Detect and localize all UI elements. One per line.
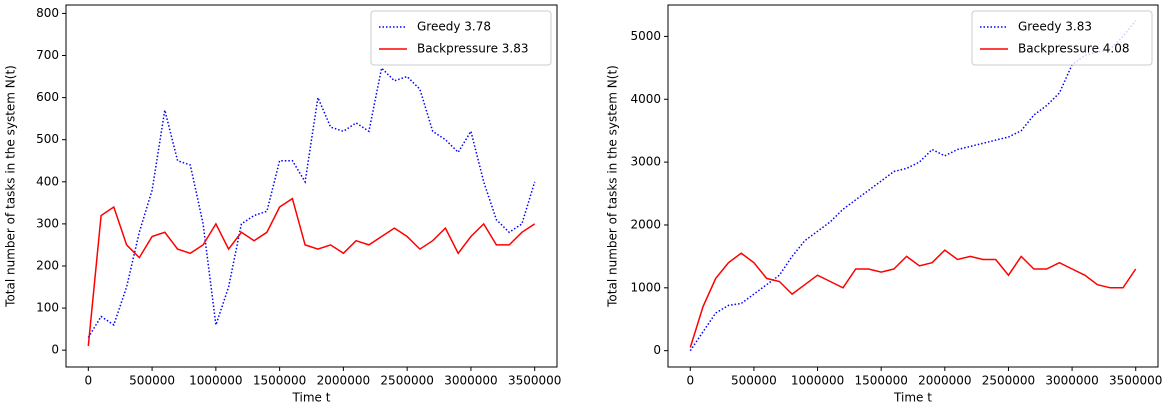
x-tick-label: 2500000 (982, 374, 1035, 388)
y-tick-label: 3000 (630, 155, 661, 169)
y-tick-label: 2000 (630, 217, 661, 231)
y-tick-label: 700 (36, 48, 59, 62)
y-tick-label: 300 (36, 216, 59, 230)
legend-box (971, 10, 1153, 66)
y-tick-label: 4000 (630, 92, 661, 106)
y-tick-label: 200 (36, 258, 59, 272)
y-tick-label: 600 (36, 90, 59, 104)
legend-label: Greedy 3.78 (417, 20, 491, 34)
x-tick-label: 500000 (129, 374, 175, 388)
y-tick-label: 1000 (630, 280, 661, 294)
legend-label: Backpressure 3.83 (417, 42, 529, 56)
y-axis-label: Total number of tasks in the system N(t) (4, 65, 18, 308)
x-tick-label: 1500000 (854, 374, 907, 388)
legend-label: Backpressure 4.08 (1018, 42, 1130, 56)
x-tick-label: 3000000 (444, 374, 497, 388)
x-tick-label: 1000000 (791, 374, 844, 388)
data-line (87, 197, 536, 347)
legend-box (370, 10, 552, 66)
legend-label: Greedy 3.83 (1018, 20, 1092, 34)
y-tick-label: 400 (36, 174, 59, 188)
x-tick-label: 2000000 (317, 374, 370, 388)
data-line (689, 20, 1137, 352)
axes-frame (667, 4, 1159, 368)
x-tick-label: 1500000 (253, 374, 306, 388)
y-tick-label: 0 (653, 343, 661, 357)
data-line (689, 249, 1137, 348)
x-tick-label: 1000000 (189, 374, 242, 388)
y-axis-label: Total number of tasks in the system N(t) (606, 65, 620, 308)
x-axis-label: Time t (893, 391, 932, 405)
x-tick-label: 3000000 (1045, 374, 1098, 388)
data-line (87, 66, 536, 338)
x-tick-label: 2000000 (918, 374, 971, 388)
y-tick-label: 5000 (630, 29, 661, 43)
y-tick-label: 800 (36, 6, 59, 20)
y-tick-label: 0 (51, 343, 59, 357)
x-tick-label: 3500000 (1109, 374, 1162, 388)
x-tick-label: 2500000 (380, 374, 433, 388)
axes-frame (65, 4, 558, 368)
y-tick-label: 500 (36, 132, 59, 146)
x-tick-label: 0 (686, 374, 694, 388)
x-tick-label: 500000 (731, 374, 777, 388)
x-tick-label: 3500000 (508, 374, 561, 388)
x-axis-label: Time t (292, 391, 331, 405)
y-tick-label: 100 (36, 301, 59, 315)
x-tick-label: 0 (84, 374, 92, 388)
